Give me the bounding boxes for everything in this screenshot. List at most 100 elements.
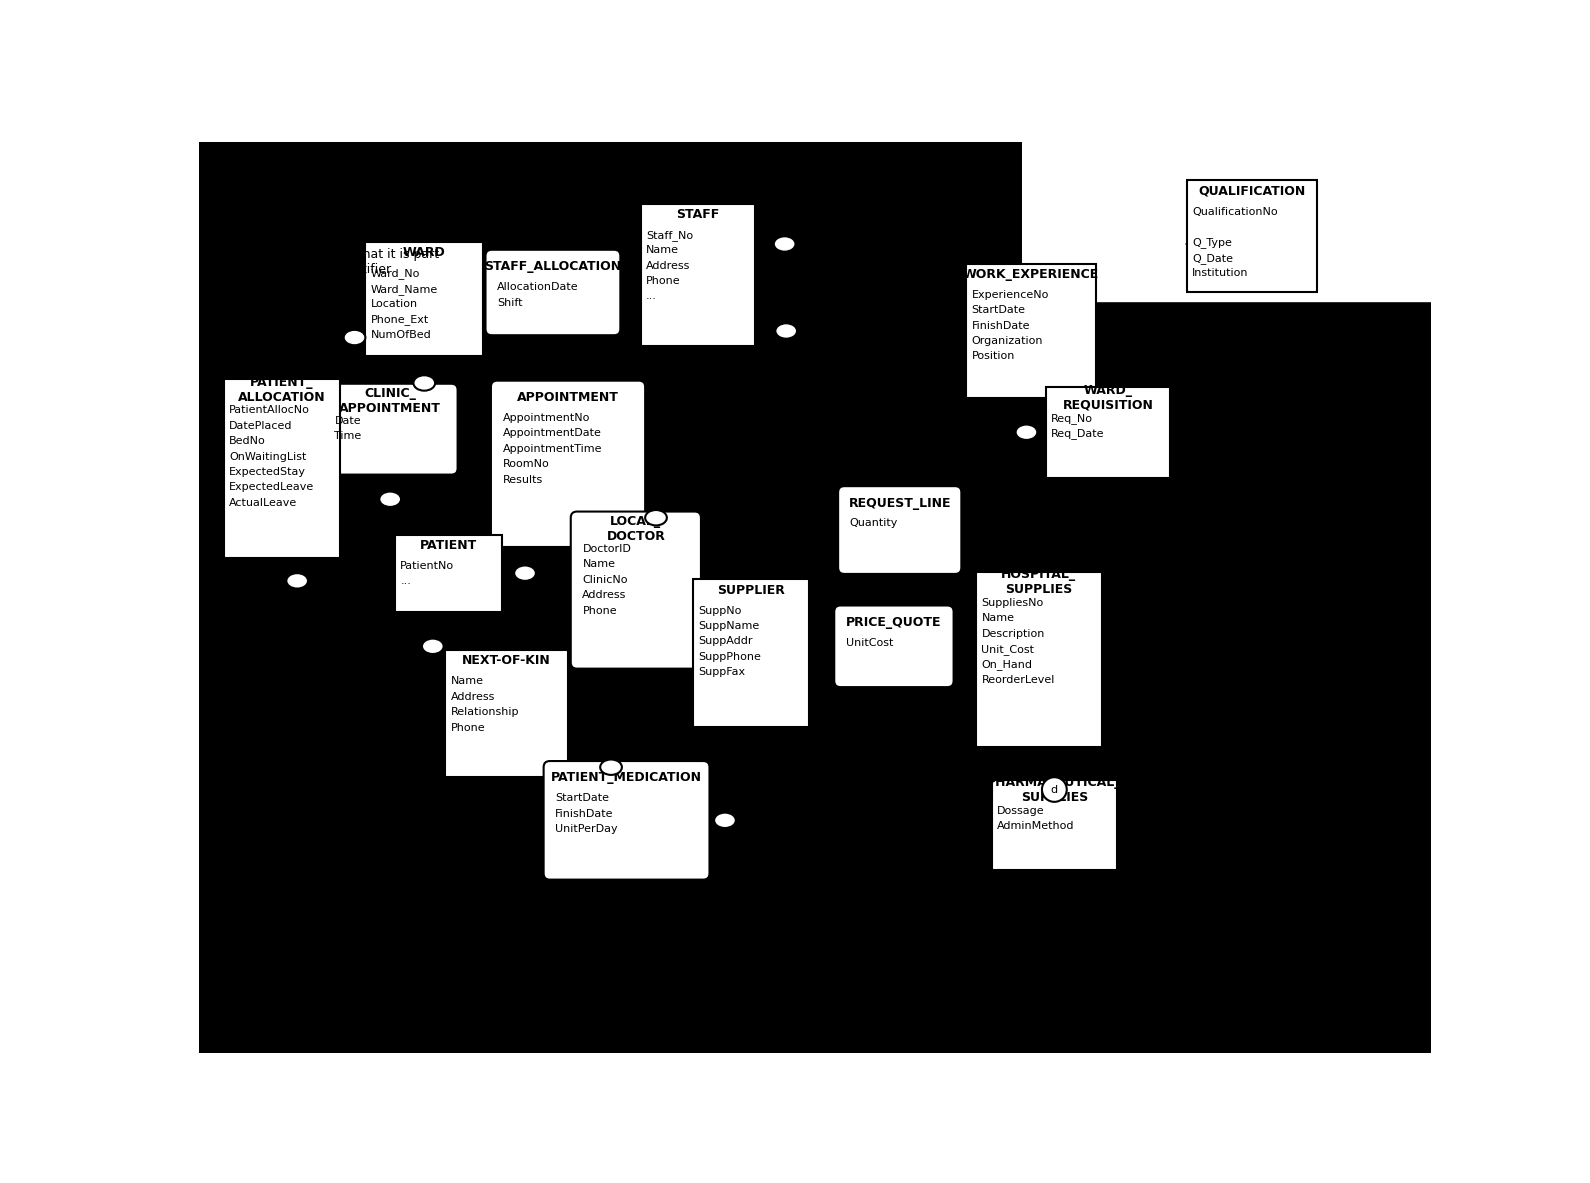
Ellipse shape: [380, 492, 401, 508]
Text: LOCAL_
DOCTOR: LOCAL_ DOCTOR: [606, 515, 665, 543]
Text: PatientNo: PatientNo: [401, 561, 455, 571]
Text: FinishDate: FinishDate: [555, 809, 614, 819]
FancyBboxPatch shape: [485, 250, 620, 335]
Text: SuppAddr: SuppAddr: [698, 636, 754, 646]
Text: A possible solution for IDS: A possible solution for IDS: [237, 167, 528, 186]
Text: An attribute with double
underlines  means that it is part
of a composite identi: An attribute with double underlines mean…: [237, 233, 439, 276]
Text: Results: Results: [502, 474, 542, 485]
Bar: [967, 264, 1096, 399]
Text: Has: Has: [937, 220, 960, 233]
FancyBboxPatch shape: [544, 761, 709, 880]
Bar: [992, 780, 1118, 871]
FancyBboxPatch shape: [491, 381, 646, 547]
Text: APPOINTMENT: APPOINTMENT: [517, 392, 619, 405]
Text: Ward_No: Ward_No: [370, 269, 420, 279]
Text: QUALIFICATION: QUALIFICATION: [1199, 185, 1305, 198]
Text: ExpectedStay: ExpectedStay: [229, 467, 305, 477]
Text: PRICE_QUOTE: PRICE_QUOTE: [846, 616, 941, 629]
Text: Q_Type: Q_Type: [1192, 238, 1232, 248]
Text: RoomNo: RoomNo: [502, 459, 549, 470]
Text: DatePlaced: DatePlaced: [229, 421, 293, 431]
Text: ActualLeave: ActualLeave: [229, 498, 297, 508]
Text: Phone: Phone: [646, 276, 681, 286]
Text: Relationship: Relationship: [450, 707, 518, 717]
Text: WORK_EXPERIENCE: WORK_EXPERIENCE: [964, 267, 1099, 280]
Text: PATIENT: PATIENT: [420, 539, 477, 552]
Bar: [1186, 181, 1317, 292]
Text: On_Hand: On_Hand: [981, 659, 1032, 671]
Text: SuppliesNo: SuppliesNo: [981, 597, 1043, 608]
Ellipse shape: [421, 639, 444, 654]
Text: Phone_Ext: Phone_Ext: [370, 315, 429, 325]
Text: PATIENT_
ALLOCATION: PATIENT_ ALLOCATION: [238, 376, 326, 403]
Text: ...: ...: [646, 291, 657, 302]
Text: ExpectedLeave: ExpectedLeave: [229, 483, 315, 492]
Text: CLINIC_
APPOINTMENT: CLINIC_ APPOINTMENT: [339, 387, 440, 415]
Text: WARD_
REQUISITION: WARD_ REQUISITION: [1062, 383, 1153, 412]
Bar: [394, 535, 502, 612]
Bar: [366, 243, 483, 356]
Bar: [693, 580, 809, 728]
Text: SuppPhone: SuppPhone: [698, 652, 762, 661]
Ellipse shape: [514, 565, 536, 581]
Ellipse shape: [286, 573, 308, 589]
Text: UnitPerDay: UnitPerDay: [555, 825, 619, 834]
Text: AppointmentTime: AppointmentTime: [502, 444, 603, 454]
Text: DoctorID: DoctorID: [582, 544, 631, 554]
Text: Has: Has: [402, 632, 425, 645]
Text: StartDate: StartDate: [971, 305, 1026, 315]
Text: SuppFax: SuppFax: [698, 667, 746, 677]
Text: In Charge of: In Charge of: [584, 347, 660, 360]
Ellipse shape: [413, 375, 436, 390]
Ellipse shape: [343, 330, 366, 345]
Text: AllocationDate: AllocationDate: [498, 282, 579, 292]
Bar: [1046, 387, 1170, 478]
Text: SUPPLIER: SUPPLIER: [717, 583, 785, 596]
FancyBboxPatch shape: [838, 486, 962, 574]
Text: Institution: Institution: [1192, 269, 1248, 278]
Text: FinishDate: FinishDate: [971, 321, 1030, 330]
Text: AdminMethod: AdminMethod: [997, 821, 1075, 832]
Text: Shift: Shift: [498, 297, 523, 308]
Text: SuppNo: SuppNo: [698, 606, 743, 615]
Text: StartDate: StartDate: [555, 794, 609, 803]
Ellipse shape: [774, 237, 795, 252]
FancyBboxPatch shape: [571, 511, 701, 668]
Text: PHARMACEUTICAL_
SUPPLIES: PHARMACEUTICAL_ SUPPLIES: [987, 776, 1121, 804]
Text: Note:: Note:: [237, 219, 272, 232]
Text: PATIENT: First_Name, Last_Name, Address, Phone, Gender, DOB, Status, Registered_: PATIENT: First_Name, Last_Name, Address,…: [237, 1017, 763, 1030]
Bar: [224, 379, 340, 557]
Text: ReorderLevel: ReorderLevel: [981, 674, 1054, 685]
Text: REQUEST_LINE: REQUEST_LINE: [849, 497, 951, 510]
Text: PATIENT_MEDICATION: PATIENT_MEDICATION: [552, 771, 703, 784]
Text: AppointmentDate: AppointmentDate: [502, 428, 601, 439]
Text: NEXT-OF-KIN: NEXT-OF-KIN: [463, 654, 550, 667]
Bar: [641, 203, 755, 345]
Ellipse shape: [646, 510, 666, 525]
Text: Address: Address: [450, 692, 494, 702]
Text: Location: Location: [370, 299, 418, 309]
Text: Q_Date: Q_Date: [1192, 253, 1234, 264]
Text: UnitCost: UnitCost: [846, 638, 894, 648]
Text: Req_Date: Req_Date: [1051, 428, 1105, 439]
Text: Name: Name: [981, 613, 1014, 623]
Ellipse shape: [714, 813, 736, 828]
Text: Name: Name: [450, 677, 483, 686]
Text: Phone: Phone: [582, 606, 617, 615]
Text: Dossage: Dossage: [997, 806, 1045, 816]
Ellipse shape: [776, 323, 797, 338]
Text: d: d: [1051, 784, 1057, 795]
Text: Unit_Cost: Unit_Cost: [981, 644, 1035, 655]
Ellipse shape: [1016, 425, 1037, 440]
Text: Has: Has: [841, 308, 865, 321]
FancyBboxPatch shape: [835, 606, 954, 687]
Bar: [445, 651, 568, 777]
Text: Quantity: Quantity: [849, 518, 898, 529]
Text: BedNo: BedNo: [229, 437, 266, 446]
Text: PatientAllocNo: PatientAllocNo: [229, 406, 310, 415]
Text: Ward_Name: Ward_Name: [370, 284, 439, 295]
Text: Submits: Submits: [875, 408, 925, 421]
Text: OnWaitingList: OnWaitingList: [229, 452, 307, 461]
Text: Position: Position: [971, 351, 1014, 361]
Text: Description: Description: [981, 628, 1045, 639]
